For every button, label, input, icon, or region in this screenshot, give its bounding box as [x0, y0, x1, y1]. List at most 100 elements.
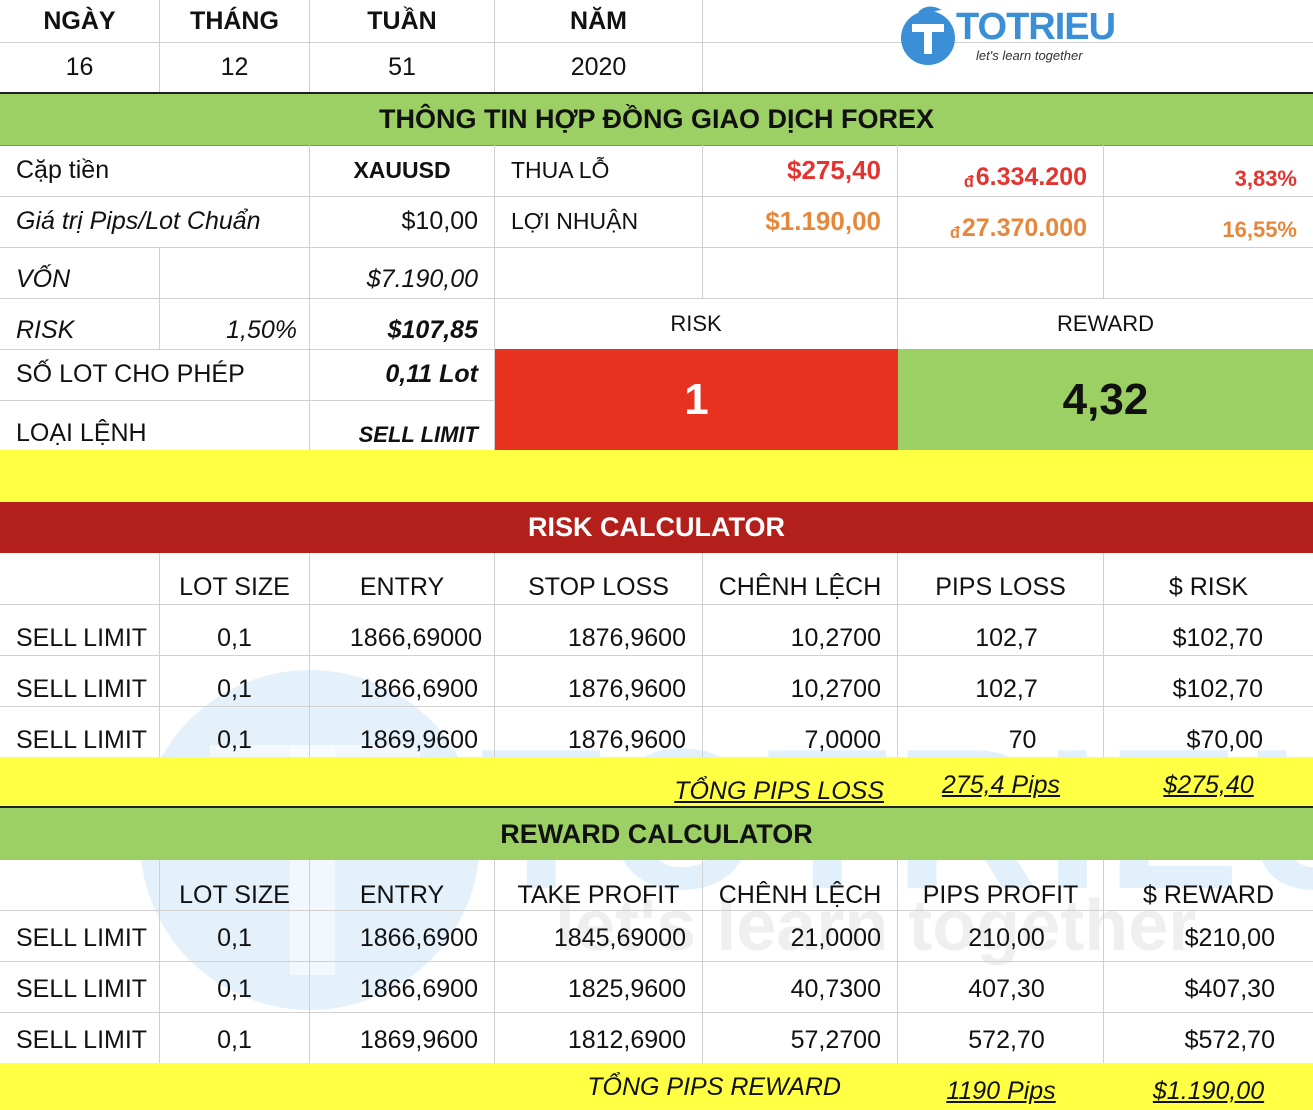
header-risk-usd: $ RISK [1168, 573, 1249, 601]
lot-label: SỐ LOT CHO PHÉP [0, 349, 310, 400]
profit-usd: $1.190,00 [703, 196, 898, 247]
logo-word: TOTRIEU [956, 6, 1116, 48]
pair-label: Cặp tiền [0, 145, 310, 196]
risk-usd-cell: $102,70 [1172, 675, 1263, 703]
order-type-cell: SELL LIMIT [0, 706, 160, 757]
lot-size-cell: 0,1 [160, 604, 310, 655]
pips-profit-cell: 210,00 [898, 910, 1104, 961]
loss-vnd-amount: 6.334.200 [975, 163, 1087, 191]
lot-size-cell: 0,1 [160, 961, 310, 1012]
risk-value: $107,85 [310, 298, 495, 349]
contract-title: THÔNG TIN HỢP ĐỒNG GIAO DỊCH FOREX [378, 104, 935, 134]
take-profit-cell: 1812,6900 [495, 1012, 703, 1063]
entry-cell: 1866,69000 [310, 604, 495, 655]
header-cell [0, 553, 160, 604]
stop-loss-cell: 1876,9600 [495, 706, 703, 757]
order-type-cell: SELL LIMIT [0, 910, 160, 961]
risk-usd-cell: $102,70 [1172, 624, 1263, 652]
order-type-cell: SELL LIMIT [0, 961, 160, 1012]
pip-label: Giá trị Pips/Lot Chuẩn [0, 196, 310, 247]
dong-symbol: đ [949, 224, 960, 242]
dong-symbol: đ [963, 173, 974, 191]
header-pips-profit: PIPS PROFIT [898, 860, 1104, 910]
reward-calc-title-bar: REWARD CALCULATOR [0, 806, 1313, 860]
order-type-cell: SELL LIMIT [0, 604, 160, 655]
stop-loss-cell: 1876,9600 [495, 604, 703, 655]
entry-cell: 1866,6900 [310, 910, 495, 961]
risk-total-label: TỔNG PIPS LOSS [674, 777, 884, 805]
table-row: SELL LIMIT 0,1 1866,69000 1876,9600 10,2… [0, 604, 1313, 656]
reward-total-row: TỔNG PIPS REWARD 1190 Pips $1.190,00 [0, 1063, 1313, 1110]
entry-cell: 1866,6900 [310, 655, 495, 706]
reward-usd-cell: $210,00 [1184, 924, 1275, 952]
header-difference: CHÊNH LỆCH [703, 860, 898, 910]
pair-value: XAUUSD [310, 145, 495, 196]
loss-usd: $275,40 [703, 145, 898, 196]
date-header-row: NGÀY THÁNG TUẦN NĂM [0, 0, 1313, 43]
profit-pct: 16,55% [1222, 217, 1297, 242]
reward-calc-title: REWARD CALCULATOR [500, 818, 813, 849]
rr-risk-value: 1 [495, 349, 898, 450]
risk-usd-cell: $70,00 [1186, 726, 1263, 754]
capital-row: VỐN $7.190,00 [0, 247, 1313, 299]
order-row: LOẠI LỆNH SELL LIMIT [0, 400, 1313, 450]
header-take-profit: TAKE PROFIT [495, 860, 703, 910]
pips-profit-cell: 572,70 [898, 1012, 1104, 1063]
month-label: THÁNG [160, 0, 310, 42]
table-row: SELL LIMIT 0,1 1869,9600 1812,6900 57,27… [0, 1012, 1313, 1063]
lot-value: 0,11 Lot [310, 349, 495, 400]
empty-cell [495, 247, 703, 298]
lot-size-cell: 0,1 [160, 706, 310, 757]
order-type-cell: SELL LIMIT [0, 655, 160, 706]
entry-cell: 1866,6900 [310, 961, 495, 1012]
empty-cell [898, 247, 1104, 298]
loss-label: THUA LỖ [495, 145, 703, 196]
profit-vnd: đ 27.370.000 [898, 196, 1104, 247]
loss-pct: 3,83% [1234, 166, 1297, 191]
lot-size-cell: 0,1 [160, 655, 310, 706]
difference-cell: 57,2700 [703, 1012, 898, 1063]
header-lot-size: LOT SIZE [160, 860, 310, 910]
difference-cell: 40,7300 [703, 961, 898, 1012]
reward-total-label: TỔNG PIPS REWARD [587, 1073, 841, 1101]
pair-row: Cặp tiền XAUUSD THUA LỖ $275,40 đ 6.334.2… [0, 145, 1313, 197]
header-entry: ENTRY [310, 860, 495, 910]
week-label: TUẦN [310, 0, 495, 42]
day-label: NGÀY [0, 0, 160, 42]
order-label: LOẠI LỆNH [0, 400, 310, 450]
capital-label: VỐN [0, 247, 160, 298]
empty-cell [703, 247, 898, 298]
stop-loss-cell: 1876,9600 [495, 655, 703, 706]
order-value: SELL LIMIT [310, 400, 495, 450]
pips-profit-cell: 407,30 [898, 961, 1104, 1012]
risk-total-row: TỔNG PIPS LOSS 275,4 Pips $275,40 [0, 757, 1313, 806]
lot-size-cell: 0,1 [160, 1012, 310, 1063]
table-row: SELL LIMIT 0,1 1866,6900 1825,9600 40,73… [0, 961, 1313, 1013]
week-value: 51 [310, 42, 495, 92]
capital-value: $7.190,00 [310, 247, 495, 298]
table-row: SELL LIMIT 0,1 1869,9600 1876,9600 7,000… [0, 706, 1313, 757]
date-value-row: 16 12 51 2020 [0, 42, 1313, 94]
take-profit-cell: 1845,69000 [495, 910, 703, 961]
risk-label: RISK [0, 298, 160, 349]
header-pips-loss: PIPS LOSS [898, 553, 1104, 604]
header-difference: CHÊNH LỆCH [703, 553, 898, 604]
empty-cell [1104, 247, 1313, 298]
entry-cell: 1869,9600 [310, 706, 495, 757]
pips-loss-cell: 102,7 [898, 604, 1104, 655]
year-label: NĂM [495, 0, 703, 42]
lot-size-cell: 0,1 [160, 910, 310, 961]
header-cell [0, 860, 160, 910]
rr-reward-value: 4,32 [898, 349, 1313, 450]
reward-total-pips: 1190 Pips [946, 1077, 1056, 1105]
header-reward-usd: $ REWARD [1142, 881, 1275, 909]
profit-vnd-amount: 27.370.000 [961, 214, 1087, 242]
month-value: 12 [160, 42, 310, 92]
header-entry: ENTRY [310, 553, 495, 604]
header-stop-loss: STOP LOSS [495, 553, 703, 604]
contract-title-bar: THÔNG TIN HỢP ĐỒNG GIAO DỊCH FOREX [0, 94, 1313, 146]
year-value: 2020 [495, 42, 703, 92]
risk-calc-title-bar: RISK CALCULATOR [0, 502, 1313, 553]
logo-tagline: let's learn together [976, 48, 1083, 63]
difference-cell: 10,2700 [703, 655, 898, 706]
